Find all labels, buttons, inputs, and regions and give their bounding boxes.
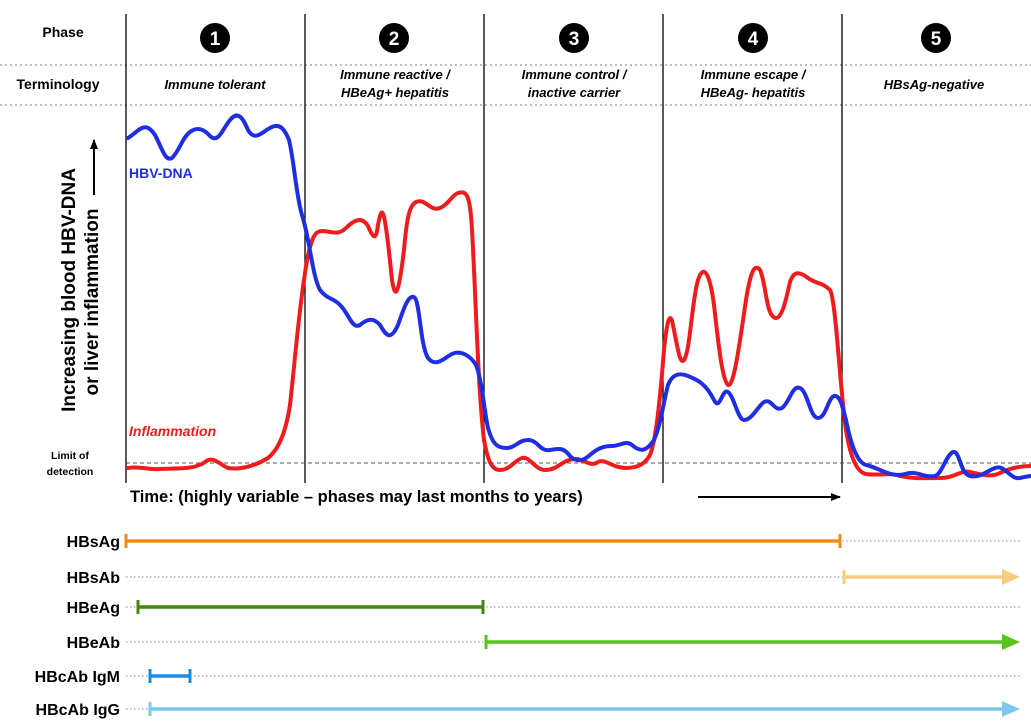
marker-row-hbcab-igg: HBcAb IgG bbox=[36, 701, 1022, 719]
marker-label: HBsAb bbox=[67, 570, 121, 587]
terminology-header-label: Terminology bbox=[17, 76, 100, 92]
y-axis-label: Increasing blood HBV-DNA or liver inflam… bbox=[59, 139, 103, 412]
marker-arrowhead bbox=[1002, 634, 1020, 650]
lod-label-line2: detection bbox=[47, 466, 94, 478]
marker-label: HBcAb IgM bbox=[35, 669, 120, 686]
phase-4-terminology-line1: Immune escape / bbox=[701, 67, 807, 82]
marker-row-hbeab: HBeAb bbox=[67, 634, 1022, 652]
phase-3-badge: 3 bbox=[559, 23, 589, 53]
phase-3-terminology-line1: Immune control / bbox=[522, 67, 628, 82]
phase-1-badge: 1 bbox=[200, 23, 230, 53]
marker-label: HBeAg bbox=[67, 600, 120, 617]
phase-5-badge: 5 bbox=[921, 23, 951, 53]
phase-4-number: 4 bbox=[748, 29, 759, 50]
phase-header-label: Phase bbox=[42, 24, 83, 40]
marker-arrowhead bbox=[1002, 569, 1020, 585]
marker-label: HBcAb IgG bbox=[36, 702, 120, 719]
phase-3-number: 3 bbox=[569, 29, 580, 50]
lod-label-line1: Limit of bbox=[51, 450, 89, 462]
phase-2-number: 2 bbox=[389, 29, 400, 50]
marker-row-hbsab: HBsAb bbox=[67, 569, 1022, 587]
y-axis-label-line1: Increasing blood HBV-DNA bbox=[59, 168, 80, 412]
marker-label: HBeAb bbox=[67, 635, 121, 652]
time-axis-label: Time: (highly variable – phases may last… bbox=[130, 488, 583, 506]
phase-4-badge: 4 bbox=[738, 23, 768, 53]
phase-1-terminology: Immune tolerant bbox=[164, 77, 266, 92]
marker-label: HBsAg bbox=[67, 534, 120, 551]
phase-3-terminology-line2: inactive carrier bbox=[528, 85, 621, 100]
phase-2-terminology-line1: Immune reactive / bbox=[340, 67, 451, 82]
y-axis-label-line2: or liver inflammation bbox=[82, 209, 103, 396]
marker-row-hbeag: HBeAg bbox=[67, 600, 1022, 617]
phase-1-number: 1 bbox=[210, 29, 221, 50]
phase-2-badge: 2 bbox=[379, 23, 409, 53]
inflammation-series-label: Inflammation bbox=[129, 423, 216, 439]
inflammation-curve bbox=[126, 190, 1031, 481]
phase-4-terminology-line2: HBeAg- hepatitis bbox=[701, 85, 806, 100]
marker-row-hbsag: HBsAg bbox=[67, 534, 1022, 551]
hbv-dna-series-label: HBV-DNA bbox=[129, 165, 193, 181]
hbv-dna-curve bbox=[126, 113, 1031, 481]
marker-arrowhead bbox=[1002, 701, 1020, 717]
phase-2-terminology-line2: HBeAg+ hepatitis bbox=[341, 85, 449, 100]
marker-rows: HBsAg HBsAb HBeAg HBeAb HBcAb IgM HBcAb IgG bbox=[35, 534, 1022, 719]
phase-5-terminology: HBsAg-negative bbox=[884, 77, 984, 92]
marker-row-hbcab-igm: HBcAb IgM bbox=[35, 669, 1022, 686]
phase-5-number: 5 bbox=[931, 29, 942, 50]
